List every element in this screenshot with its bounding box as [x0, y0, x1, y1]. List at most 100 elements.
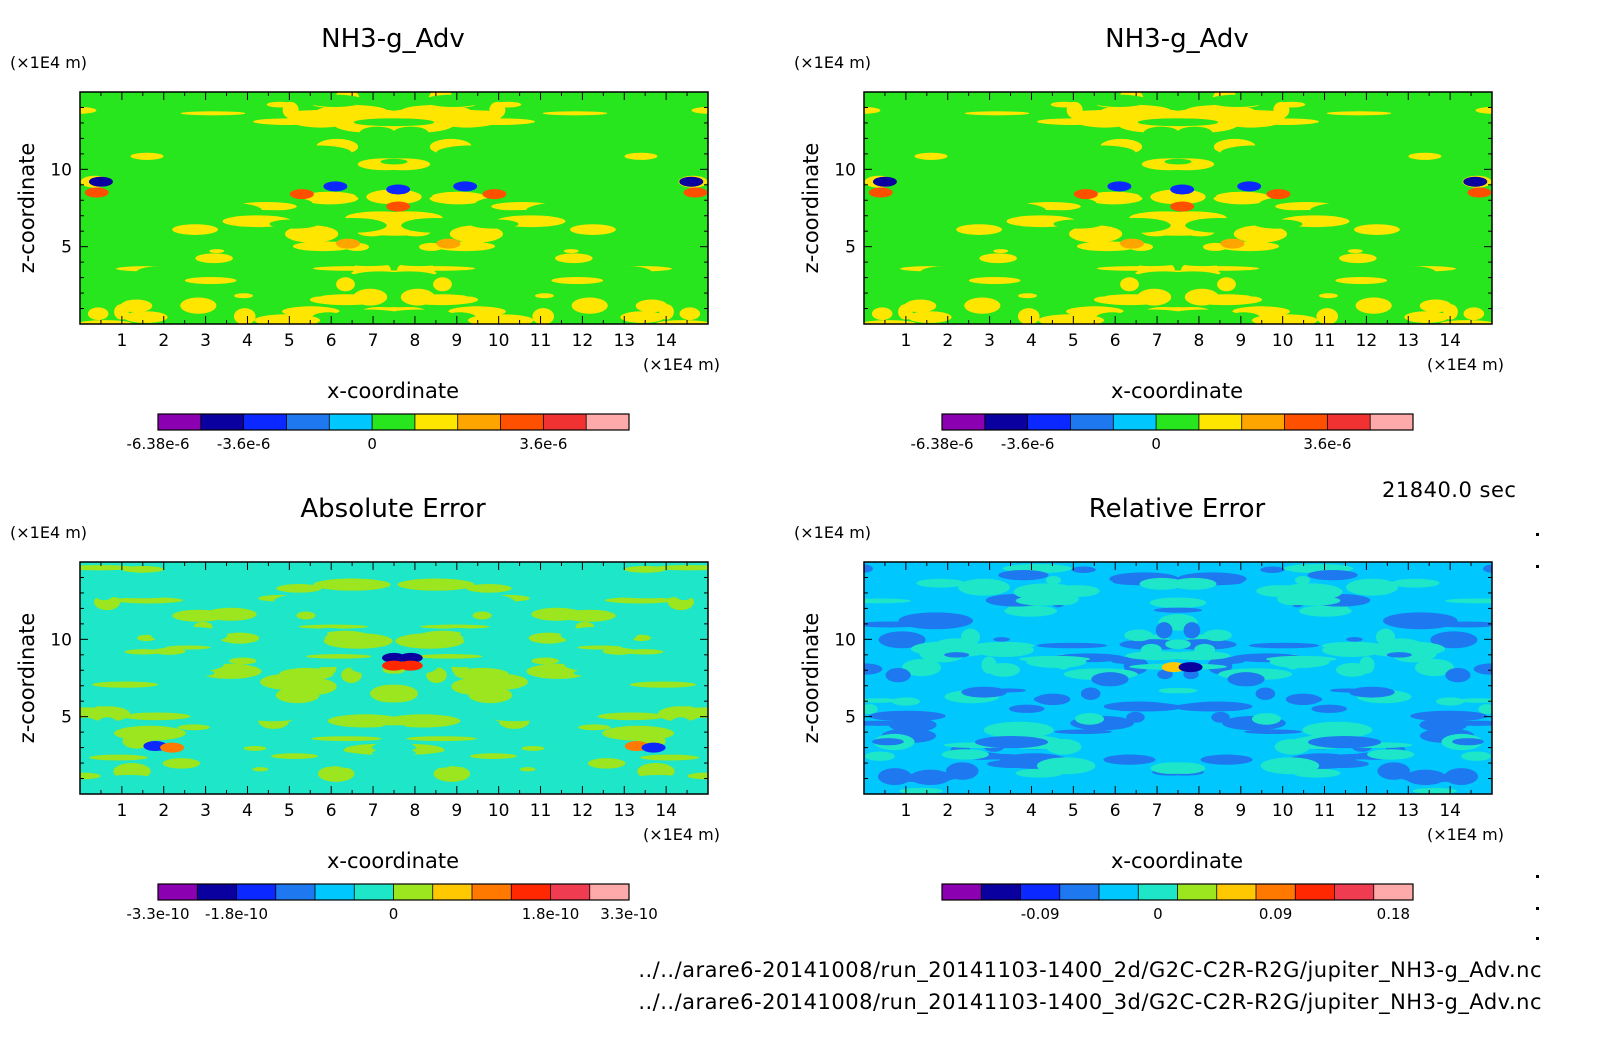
heatmap-cell — [1244, 729, 1302, 735]
x-unit-label: (×1E4 m) — [643, 825, 720, 844]
x-tick-label: 5 — [1068, 801, 1079, 821]
heatmap-cell — [899, 787, 944, 794]
heatmap-cell — [1207, 94, 1267, 107]
heatmap-cell — [1445, 202, 1461, 219]
heatmap-feature — [382, 652, 406, 663]
heatmap-cell — [1367, 749, 1415, 760]
heatmap-cell — [429, 191, 488, 205]
heatmap-cell — [968, 276, 1021, 285]
heatmap-cell — [1355, 197, 1409, 205]
heatmap-cell — [398, 564, 472, 577]
colorbar-swatch — [543, 414, 587, 430]
heatmap-cell — [324, 256, 340, 264]
heatmap-cell — [1295, 588, 1326, 603]
heatmap-cell — [131, 162, 162, 173]
heatmap-cell — [1405, 769, 1447, 786]
colorbar-label: 0 — [367, 435, 377, 453]
heatmap-cell — [1404, 311, 1449, 323]
heatmap-cell — [472, 611, 492, 620]
heatmap-cell — [1050, 101, 1078, 108]
heatmap-cell — [187, 202, 263, 220]
x-tick-label: 8 — [1194, 331, 1205, 351]
heatmap-cell — [305, 94, 365, 107]
colorbar-label: -6.38e-6 — [911, 435, 974, 453]
decor-dot — [1536, 937, 1539, 940]
colorbar-swatch — [354, 884, 394, 900]
x-unit-label: (×1E4 m) — [1427, 825, 1504, 844]
heatmap-cell — [91, 681, 159, 688]
y-tick-label: 5 — [61, 238, 72, 258]
heatmap-cell — [1410, 162, 1441, 173]
heatmap-cell — [96, 296, 117, 301]
heatmap-cell — [1036, 757, 1096, 775]
heatmap-cell — [1299, 605, 1352, 617]
heatmap-cell — [150, 626, 228, 644]
heatmap-cell — [256, 238, 292, 248]
heatmap-cell — [391, 725, 409, 736]
heatmap-cell — [1120, 277, 1139, 292]
heatmap-cell — [82, 790, 115, 794]
heatmap-cell — [313, 578, 391, 591]
heatmap-cell — [1359, 656, 1375, 674]
heatmap-cell — [305, 654, 372, 659]
heatmap-cell — [1339, 253, 1377, 264]
x-tick-label: 1 — [900, 801, 911, 821]
heatmap-cell — [1213, 191, 1272, 205]
heatmap-cell — [1375, 628, 1396, 646]
heatmap-cell — [205, 607, 257, 621]
heatmap-cell — [671, 296, 692, 301]
heatmap-cell — [612, 691, 681, 704]
heatmap-cell — [1091, 672, 1129, 687]
heatmap-cell — [1200, 754, 1253, 765]
heatmap-cell — [113, 597, 184, 604]
x-tick-label: 4 — [1026, 331, 1037, 351]
colorbar-swatch — [1070, 414, 1114, 430]
heatmap-cell — [486, 565, 516, 572]
heatmap-cell — [252, 767, 269, 772]
heatmap-cell — [920, 265, 974, 279]
colorbar-frame — [941, 413, 1414, 431]
heatmap-cell — [1306, 696, 1323, 703]
heatmap-cell — [276, 584, 322, 593]
heatmap-feature — [453, 181, 478, 192]
heatmap-cell — [531, 607, 583, 621]
heatmap-cell — [864, 291, 885, 296]
x-tick-label: 3 — [984, 331, 995, 351]
heatmap-cell — [1185, 217, 1255, 233]
heatmap-cell — [469, 219, 519, 229]
heatmap-cell — [1080, 687, 1101, 700]
heatmap-cell — [1017, 308, 1040, 324]
heatmap-cell — [569, 224, 616, 235]
x-tick-label: 14 — [1439, 331, 1461, 351]
heatmap-cell — [412, 747, 445, 754]
heatmap-cell — [993, 249, 1009, 254]
heatmap-cell — [878, 631, 926, 649]
colorbar-swatch — [1327, 414, 1371, 430]
heatmap-cell — [961, 686, 1008, 698]
heatmap-cell — [1347, 249, 1363, 254]
heatmap-cell — [95, 774, 164, 789]
heatmap-cell — [604, 597, 675, 604]
heatmap-cell — [891, 697, 921, 706]
heatmap-cell — [449, 225, 503, 243]
heatmap-cell — [467, 314, 534, 324]
heatmap-cell — [898, 304, 913, 320]
heatmap-cell — [1445, 720, 1492, 726]
heatmap-cell — [1003, 178, 1027, 195]
colorbar-swatch — [984, 414, 1029, 430]
heatmap-cell — [109, 594, 172, 599]
heatmap-cell — [1036, 642, 1108, 649]
heatmap-cell — [1248, 642, 1320, 649]
heatmap-cell — [1280, 238, 1316, 248]
heatmap-cell — [121, 565, 164, 573]
heatmap-cell — [214, 784, 233, 794]
heatmap-cell — [370, 684, 412, 703]
heatmap-cell — [1189, 294, 1263, 306]
heatmap-cell — [117, 92, 168, 106]
heatmap-cell — [1053, 585, 1100, 597]
heatmap-cell — [626, 162, 657, 173]
heatmap-cell — [1084, 191, 1143, 205]
heatmap-cell — [904, 299, 937, 313]
heatmap-cell — [864, 564, 873, 573]
heatmap-feature — [683, 187, 708, 198]
